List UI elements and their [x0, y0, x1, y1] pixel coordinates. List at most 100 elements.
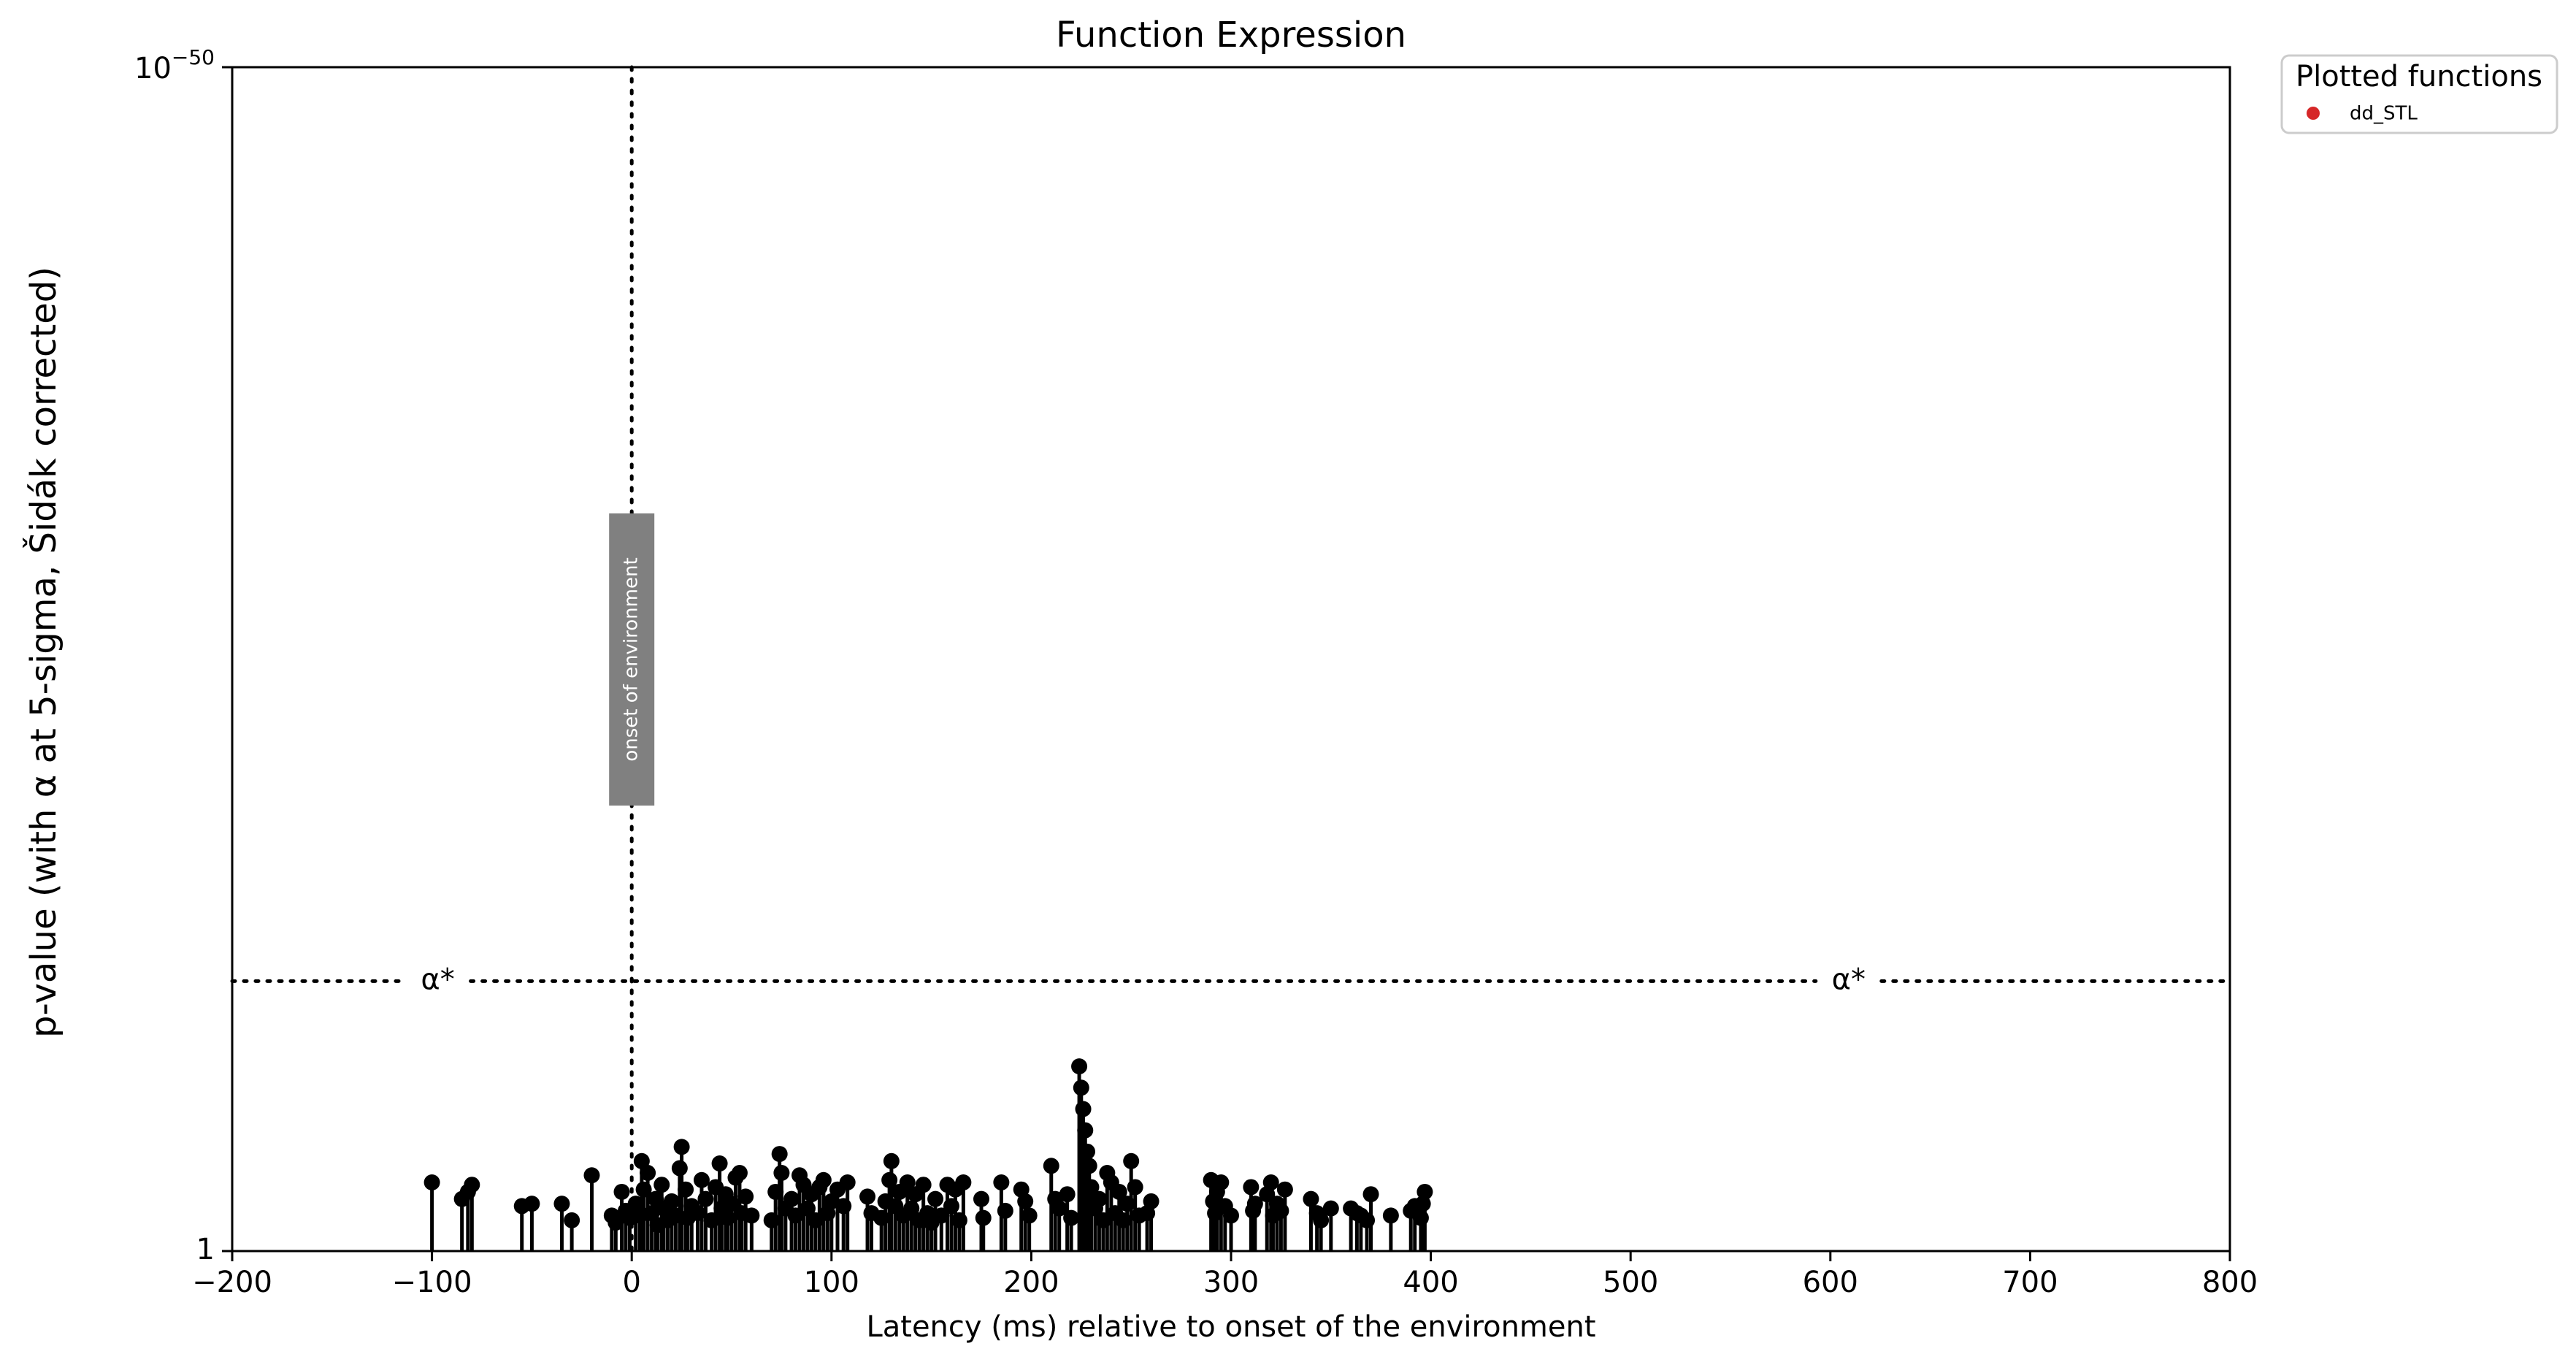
data-point: [1091, 1190, 1108, 1207]
data-point: [773, 1165, 790, 1182]
data-point: [653, 1177, 670, 1193]
onset-label: onset of environment: [621, 557, 643, 761]
data-point: [711, 1155, 728, 1172]
data-point: [1382, 1207, 1399, 1224]
alpha-label-right: α*: [1832, 963, 1866, 996]
data-point: [993, 1174, 1010, 1190]
data-point: [903, 1200, 920, 1217]
data-point: [1083, 1179, 1100, 1196]
data-point: [724, 1196, 740, 1212]
data-point: [640, 1165, 656, 1182]
y-axis-label: p-value (with α at 5-sigma, Šidák correc…: [23, 267, 64, 1038]
data-point: [553, 1196, 570, 1212]
data-point: [1223, 1207, 1239, 1224]
x-axis-label: Latency (ms) relative to onset of the en…: [866, 1310, 1595, 1344]
data-point: [1079, 1143, 1096, 1160]
markers-layer: [423, 1058, 1433, 1234]
x-tick-label: 100: [804, 1266, 859, 1299]
data-point: [975, 1209, 992, 1226]
x-tick-label: −100: [392, 1266, 472, 1299]
data-point: [1303, 1190, 1319, 1207]
data-point: [423, 1174, 440, 1190]
data-point: [564, 1212, 580, 1228]
data-point: [1262, 1174, 1279, 1190]
data-point: [1119, 1196, 1135, 1212]
data-point: [881, 1171, 898, 1188]
data-point: [787, 1207, 804, 1224]
data-point: [807, 1212, 824, 1228]
alpha-label-left: α*: [421, 963, 454, 996]
data-point: [915, 1177, 932, 1193]
data-point: [1243, 1179, 1260, 1196]
data-point: [1021, 1207, 1038, 1224]
x-axis-ticks: −200 −100 0 100 200 300 400 500 600 700 800: [192, 1251, 2258, 1299]
x-tick-label: 400: [1403, 1266, 1458, 1299]
data-point: [673, 1139, 690, 1155]
data-point: [1246, 1196, 1263, 1212]
data-point: [973, 1190, 989, 1207]
data-point: [1095, 1212, 1111, 1228]
y-tick-label: 10−50: [134, 45, 215, 85]
data-point: [873, 1209, 890, 1226]
x-tick-label: 600: [1803, 1266, 1858, 1299]
x-tick-label: −200: [192, 1266, 272, 1299]
data-point: [464, 1177, 480, 1193]
data-point: [899, 1174, 916, 1190]
y-tick-label: 1: [196, 1233, 215, 1266]
data-point: [835, 1198, 852, 1215]
y-axis-ticks: [222, 66, 232, 1253]
data-point: [663, 1193, 680, 1209]
data-point: [1071, 1058, 1088, 1075]
data-point: [731, 1165, 748, 1182]
data-point: [671, 1160, 688, 1177]
legend-entry-label: dd_STL: [2350, 103, 2418, 125]
legend-marker-dd-stl: [2307, 107, 2320, 120]
data-point: [693, 1171, 710, 1188]
data-point: [771, 1146, 788, 1163]
data-point: [1077, 1122, 1094, 1139]
data-point: [859, 1188, 876, 1205]
data-point: [678, 1181, 694, 1198]
data-point: [1059, 1186, 1076, 1203]
data-point: [635, 1181, 652, 1198]
x-tick-label: 200: [1003, 1266, 1059, 1299]
data-point: [1313, 1212, 1330, 1228]
x-tick-label: 700: [2002, 1266, 2058, 1299]
data-point: [703, 1212, 720, 1228]
data-point: [1273, 1202, 1289, 1219]
data-point: [607, 1215, 624, 1231]
data-point: [955, 1174, 972, 1190]
data-point: [743, 1207, 760, 1224]
x-tick-label: 0: [622, 1266, 640, 1299]
data-point: [951, 1212, 967, 1228]
data-point: [613, 1183, 630, 1200]
data-point: [883, 1152, 900, 1169]
data-point: [1359, 1212, 1376, 1228]
data-point: [943, 1198, 959, 1215]
data-point: [1063, 1209, 1080, 1226]
legend: Plotted functions dd_STL: [2280, 54, 2558, 134]
data-point: [1123, 1152, 1140, 1169]
y-tick-exponent: −50: [172, 45, 215, 69]
data-point: [1073, 1079, 1089, 1096]
data-point: [763, 1212, 780, 1228]
data-point: [933, 1207, 950, 1224]
onset-label-box: [609, 513, 655, 806]
data-point: [1276, 1181, 1293, 1198]
legend-box: [2280, 54, 2558, 134]
data-point: [583, 1167, 600, 1184]
data-point: [1362, 1186, 1379, 1203]
data-point: [1414, 1196, 1431, 1212]
data-point: [1115, 1212, 1132, 1228]
data-point: [783, 1190, 800, 1207]
data-point: [799, 1200, 816, 1217]
data-point: [1127, 1179, 1143, 1196]
data-point: [1017, 1193, 1034, 1209]
data-point: [633, 1152, 650, 1169]
data-point: [767, 1183, 784, 1200]
data-point: [697, 1190, 714, 1207]
x-tick-label: 300: [1203, 1266, 1259, 1299]
data-point: [997, 1202, 1013, 1219]
data-point: [667, 1207, 684, 1224]
